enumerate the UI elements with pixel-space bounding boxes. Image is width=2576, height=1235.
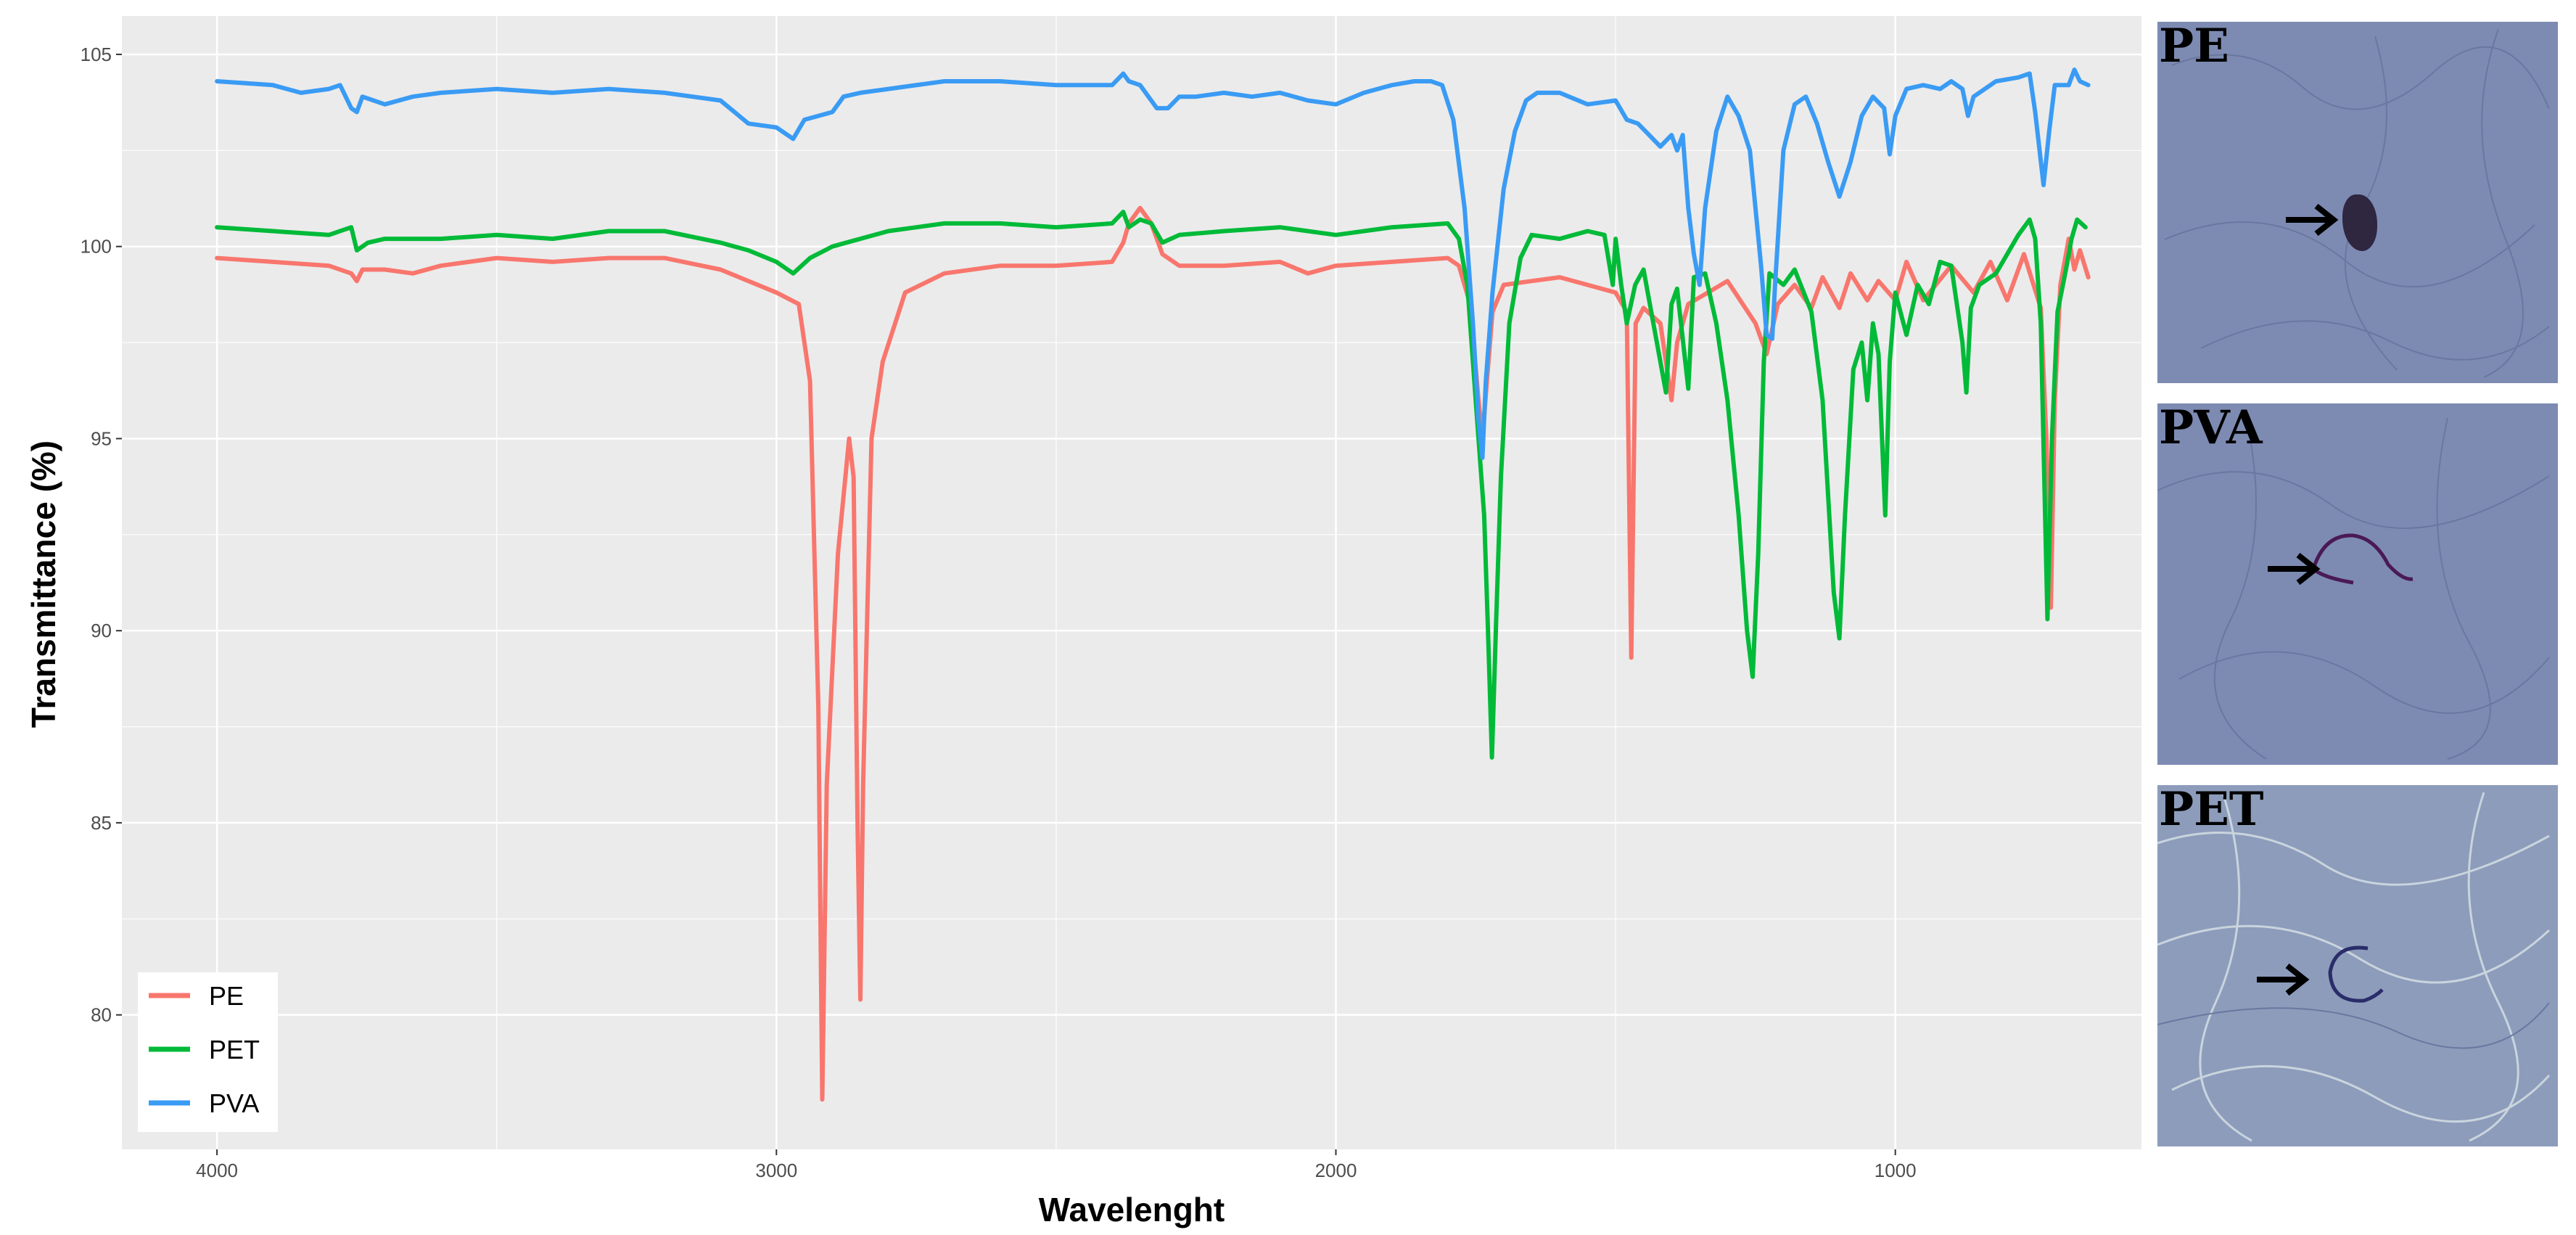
x-tick-label: 4000 <box>196 1160 238 1181</box>
legend-label-pet: PET <box>209 1035 260 1064</box>
legend: PE PET PVA <box>138 972 278 1132</box>
arrow-icon <box>2257 963 2310 996</box>
arrow-icon <box>2286 203 2339 237</box>
panel-label: PE <box>2159 22 2229 73</box>
legend-label-pe: PE <box>209 981 244 1011</box>
panel-label: PET <box>2159 785 2264 837</box>
fiber-pet <box>2328 945 2384 1003</box>
x-tick-label: 2000 <box>1315 1160 1357 1181</box>
panel-label: PVA <box>2159 403 2263 455</box>
fiber-pva <box>2311 533 2414 585</box>
minor-gridlines <box>122 16 2141 1149</box>
legend-label-pva: PVA <box>209 1088 259 1118</box>
series-line-pe <box>215 205 2091 1102</box>
y-tick-label: 100 <box>81 236 112 258</box>
plot-background <box>122 16 2141 1149</box>
x-tick-label: 3000 <box>755 1160 797 1181</box>
y-axis-ticks: 80 85 90 95 100 105 <box>81 44 122 1026</box>
panel-pva: PVA <box>2157 403 2558 765</box>
particle-pe <box>2342 194 2377 251</box>
series-line-pva <box>215 67 2091 460</box>
y-tick-label: 95 <box>91 427 112 449</box>
ftir-chart: 4000 3000 2000 1000 80 85 90 95 100 105 Waveleng… <box>25 16 2141 1228</box>
y-tick-label: 105 <box>81 44 112 65</box>
y-tick-label: 80 <box>91 1004 112 1026</box>
fiber-texture <box>2157 410 2550 760</box>
x-axis-ticks: 4000 3000 2000 1000 <box>196 1149 1917 1181</box>
y-tick-label: 85 <box>91 812 112 834</box>
series-line-pet <box>215 210 2088 760</box>
x-axis-title: Wavelenght <box>1039 1191 1225 1228</box>
series-layer <box>215 67 2091 1102</box>
arrow-icon <box>2268 552 2321 586</box>
fiber-texture <box>2164 28 2550 378</box>
x-tick-label: 1000 <box>1875 1160 1917 1181</box>
y-tick-label: 90 <box>91 620 112 641</box>
fiber-texture <box>2157 792 2551 1142</box>
y-axis-title: Transmittance (%) <box>25 440 62 728</box>
major-gridlines <box>122 16 2141 1149</box>
panel-pet: PET <box>2157 785 2558 1146</box>
panel-pe: PE <box>2157 22 2558 383</box>
